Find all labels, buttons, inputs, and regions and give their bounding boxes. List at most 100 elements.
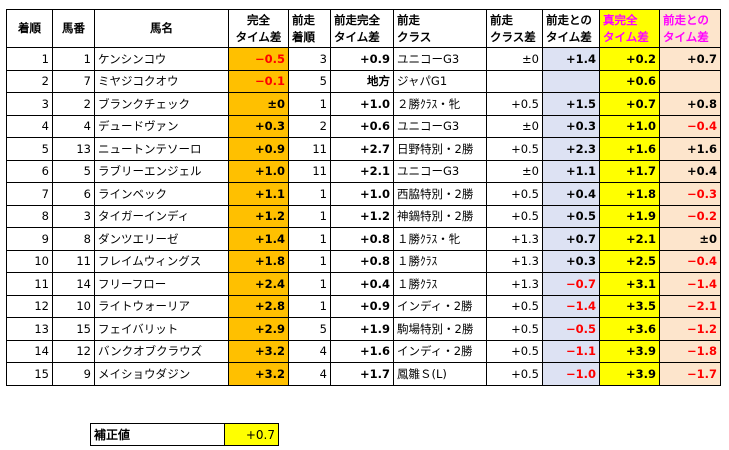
cell-finish: 13 <box>6 317 53 341</box>
cell-horse-number: 3 <box>52 204 95 228</box>
cell-prev-complete-time-diff: +0.6 <box>330 114 394 138</box>
cell-horse-name: ブランクチェック <box>94 92 229 116</box>
cell-horse-name: バンクオブクラウズ <box>94 339 229 363</box>
cell-class-diff: ±0 <box>486 47 543 71</box>
cell-finish: 6 <box>6 159 53 183</box>
cell-prev-class: インディ・2勝 <box>393 339 487 363</box>
cell-true-complete-time-diff: +3.9 <box>599 362 660 386</box>
cell-true-prev-time-diff: −1.8 <box>659 339 721 363</box>
table-row: 8 3 タイガーインディ +1.2 1 +1.2 神鍋特別・2勝 +0.5 +0.5 +1.9 −0… <box>6 204 721 228</box>
cell-true-complete-time-diff: +1.8 <box>599 182 660 206</box>
cell-prev-time-diff: +0.3 <box>542 249 600 273</box>
cell-class-diff: +0.5 <box>486 92 543 116</box>
header-prev-time-diff: 前走との タイム差 <box>542 9 600 48</box>
cell-finish: 14 <box>6 339 53 363</box>
cell-horse-name: ライトウォーリア <box>94 294 229 318</box>
cell-prev-complete-time-diff: +0.4 <box>330 272 394 296</box>
cell-finish: 11 <box>6 272 53 296</box>
cell-horse-number: 8 <box>52 227 95 251</box>
cell-horse-number: 1 <box>52 47 95 71</box>
table-row: 1 1 ケンシンコウ −0.5 3 +0.9 ユニコーG3 ±0 +1.4 +0.2 +0.7 <box>6 47 721 71</box>
cell-prev-complete-time-diff: +1.7 <box>330 362 394 386</box>
cell-prev-finish: 5 <box>288 317 331 341</box>
cell-true-complete-time-diff: +1.0 <box>599 114 660 138</box>
cell-true-complete-time-diff: +1.9 <box>599 204 660 228</box>
cell-true-prev-time-diff: −2.1 <box>659 294 721 318</box>
cell-finish: 10 <box>6 249 53 273</box>
cell-prev-complete-time-diff: +0.9 <box>330 294 394 318</box>
cell-complete-time-diff: +1.4 <box>228 227 289 251</box>
cell-true-complete-time-diff: +3.1 <box>599 272 660 296</box>
cell-prev-finish: 1 <box>288 92 331 116</box>
cell-prev-time-diff: +1.5 <box>542 92 600 116</box>
header-row: 着順 馬番 馬名 完全 タイム差 前走 着順 前走完全 タイム差 前走 クラス 前走 クラ… <box>6 9 721 48</box>
cell-prev-complete-time-diff: +0.9 <box>330 47 394 71</box>
cell-true-complete-time-diff: +2.5 <box>599 249 660 273</box>
cell-horse-name: ラインベック <box>94 182 229 206</box>
correction-row: 補正値 +0.7 <box>90 423 279 446</box>
cell-true-prev-time-diff: +1.6 <box>659 137 721 161</box>
cell-true-prev-time-diff: +0.7 <box>659 47 721 71</box>
cell-true-complete-time-diff: +1.6 <box>599 137 660 161</box>
cell-prev-time-diff <box>542 69 600 93</box>
cell-class-diff: +0.5 <box>486 339 543 363</box>
cell-horse-number: 12 <box>52 339 95 363</box>
cell-complete-time-diff: +1.0 <box>228 159 289 183</box>
cell-prev-time-diff: +2.3 <box>542 137 600 161</box>
correction-value: +0.7 <box>224 423 279 446</box>
cell-horse-name: ニュートンテソーロ <box>94 137 229 161</box>
cell-prev-class: 鳳雛Ｓ(L) <box>393 362 487 386</box>
cell-prev-finish: 1 <box>288 249 331 273</box>
cell-complete-time-diff: +1.8 <box>228 249 289 273</box>
cell-complete-time-diff: +2.8 <box>228 294 289 318</box>
cell-true-prev-time-diff: −0.2 <box>659 204 721 228</box>
cell-horse-number: 9 <box>52 362 95 386</box>
cell-true-prev-time-diff: −1.4 <box>659 272 721 296</box>
table-row: 9 8 ダンツエリーゼ +1.4 1 +0.8 １勝ｸﾗｽ・牝 +1.3 +0.7 +2.1 ±0 <box>6 227 721 251</box>
cell-horse-name: フレイムウィングス <box>94 249 229 273</box>
cell-prev-time-diff: +0.5 <box>542 204 600 228</box>
cell-horse-number: 4 <box>52 114 95 138</box>
cell-prev-finish: 11 <box>288 159 331 183</box>
table-row: 5 13 ニュートンテソーロ +0.9 11 +2.7 日野特別・2勝 +0.5 +2.3 +1.… <box>6 137 721 161</box>
cell-prev-finish: 4 <box>288 339 331 363</box>
cell-prev-finish: 1 <box>288 204 331 228</box>
cell-prev-complete-time-diff: 地方 <box>330 69 394 93</box>
cell-complete-time-diff: +1.2 <box>228 204 289 228</box>
cell-true-complete-time-diff: +0.6 <box>599 69 660 93</box>
cell-prev-finish: 1 <box>288 182 331 206</box>
cell-true-prev-time-diff: ±0 <box>659 227 721 251</box>
cell-true-prev-time-diff: −1.2 <box>659 317 721 341</box>
cell-finish: 12 <box>6 294 53 318</box>
header-true-complete-time-diff: 真完全 タイム差 <box>599 9 660 48</box>
cell-true-prev-time-diff: +0.8 <box>659 92 721 116</box>
cell-prev-finish: 11 <box>288 137 331 161</box>
cell-prev-time-diff: −1.0 <box>542 362 600 386</box>
cell-prev-complete-time-diff: +1.6 <box>330 339 394 363</box>
cell-horse-number: 2 <box>52 92 95 116</box>
cell-complete-time-diff: +3.2 <box>228 362 289 386</box>
cell-prev-time-diff: +0.4 <box>542 182 600 206</box>
cell-prev-time-diff: −1.4 <box>542 294 600 318</box>
cell-prev-class: インディ・2勝 <box>393 294 487 318</box>
table-row: 4 4 デュードヴァン +0.3 2 +0.6 ユニコーG3 ±0 +0.3 +1.0 −0.4 <box>6 114 721 138</box>
cell-true-prev-time-diff: −0.3 <box>659 182 721 206</box>
cell-prev-complete-time-diff: +1.2 <box>330 204 394 228</box>
cell-prev-complete-time-diff: +1.0 <box>330 182 394 206</box>
cell-prev-complete-time-diff: +0.8 <box>330 249 394 273</box>
cell-complete-time-diff: ±0 <box>228 92 289 116</box>
cell-horse-number: 7 <box>52 69 95 93</box>
cell-horse-name: ダンツエリーゼ <box>94 227 229 251</box>
cell-horse-number: 10 <box>52 294 95 318</box>
cell-class-diff: +0.5 <box>486 317 543 341</box>
cell-true-complete-time-diff: +0.2 <box>599 47 660 71</box>
cell-finish: 15 <box>6 362 53 386</box>
cell-complete-time-diff: +0.3 <box>228 114 289 138</box>
cell-true-prev-time-diff: +0.4 <box>659 159 721 183</box>
cell-horse-name: タイガーインディ <box>94 204 229 228</box>
cell-class-diff <box>486 69 543 93</box>
cell-horse-number: 14 <box>52 272 95 296</box>
header-prev-class: 前走 クラス <box>393 9 487 48</box>
cell-class-diff: +1.3 <box>486 227 543 251</box>
cell-prev-class: ユニコーG3 <box>393 159 487 183</box>
